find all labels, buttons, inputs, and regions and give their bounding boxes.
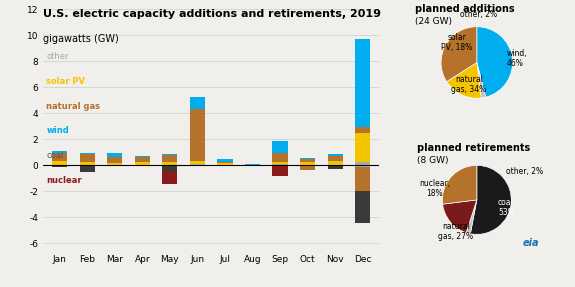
- Text: gigawatts (GW): gigawatts (GW): [43, 34, 119, 44]
- Text: coal: coal: [47, 151, 64, 160]
- Bar: [52, 153, 67, 161]
- Bar: [245, 164, 260, 165]
- Bar: [355, 167, 370, 191]
- Bar: [328, 166, 343, 169]
- Text: (24 GW): (24 GW): [415, 17, 452, 26]
- Text: solar PV: solar PV: [47, 77, 86, 86]
- Text: eia: eia: [522, 238, 539, 248]
- Bar: [79, 162, 95, 165]
- Bar: [273, 152, 288, 162]
- Bar: [217, 159, 232, 162]
- Bar: [355, 38, 370, 127]
- Bar: [300, 166, 315, 170]
- Text: nuclear: nuclear: [47, 176, 82, 185]
- Bar: [328, 165, 343, 166]
- Bar: [79, 153, 95, 154]
- Text: planned retirements: planned retirements: [417, 143, 531, 153]
- Bar: [245, 165, 260, 166]
- Bar: [328, 154, 343, 156]
- Text: natural gas: natural gas: [47, 102, 101, 110]
- Wedge shape: [470, 165, 511, 234]
- Bar: [273, 162, 288, 164]
- Bar: [135, 156, 150, 157]
- Wedge shape: [477, 27, 512, 97]
- Bar: [273, 164, 288, 165]
- Text: coal,
53%: coal, 53%: [498, 198, 516, 217]
- Text: nuclear,
18%: nuclear, 18%: [419, 179, 450, 198]
- Bar: [162, 166, 178, 171]
- Bar: [190, 164, 205, 165]
- Text: wind,
46%: wind, 46%: [507, 49, 527, 68]
- Bar: [162, 162, 178, 165]
- Wedge shape: [443, 200, 477, 233]
- Bar: [135, 165, 150, 166]
- Bar: [107, 153, 122, 157]
- Text: other: other: [47, 52, 69, 61]
- Bar: [107, 157, 122, 163]
- Bar: [355, 133, 370, 162]
- Bar: [79, 166, 95, 172]
- Bar: [79, 154, 95, 162]
- Bar: [273, 165, 288, 176]
- Bar: [355, 127, 370, 133]
- Bar: [162, 171, 178, 184]
- Wedge shape: [477, 63, 486, 98]
- Bar: [190, 97, 205, 109]
- Bar: [328, 156, 343, 161]
- Bar: [52, 166, 67, 167]
- Bar: [135, 162, 150, 165]
- Text: (8 GW): (8 GW): [417, 156, 449, 165]
- Text: wind: wind: [47, 126, 69, 135]
- Bar: [217, 162, 232, 163]
- Bar: [107, 163, 122, 165]
- Wedge shape: [466, 200, 477, 234]
- Bar: [190, 161, 205, 164]
- Wedge shape: [441, 27, 477, 82]
- Wedge shape: [442, 165, 477, 204]
- Bar: [79, 165, 95, 166]
- Bar: [355, 191, 370, 223]
- Bar: [300, 158, 315, 159]
- Bar: [300, 162, 315, 165]
- Text: planned additions: planned additions: [415, 4, 515, 14]
- Bar: [190, 109, 205, 161]
- Bar: [135, 157, 150, 162]
- Text: other, 2%: other, 2%: [460, 10, 497, 19]
- Bar: [52, 151, 67, 153]
- Text: solar
PV, 18%: solar PV, 18%: [442, 33, 473, 52]
- Text: natural
gas, 34%: natural gas, 34%: [451, 75, 486, 94]
- Bar: [355, 162, 370, 165]
- Bar: [300, 165, 315, 166]
- Bar: [52, 161, 67, 165]
- Text: natural
gas, 27%: natural gas, 27%: [438, 222, 473, 241]
- Bar: [162, 155, 178, 162]
- Wedge shape: [447, 63, 481, 98]
- Bar: [355, 165, 370, 167]
- Text: U.S. electric capacity additions and retirements, 2019: U.S. electric capacity additions and ret…: [43, 9, 381, 19]
- Text: other, 2%: other, 2%: [505, 167, 543, 176]
- Bar: [300, 159, 315, 162]
- Bar: [52, 165, 67, 166]
- Bar: [162, 165, 178, 166]
- Bar: [162, 154, 178, 155]
- Bar: [328, 161, 343, 165]
- Bar: [273, 141, 288, 152]
- Bar: [217, 163, 232, 165]
